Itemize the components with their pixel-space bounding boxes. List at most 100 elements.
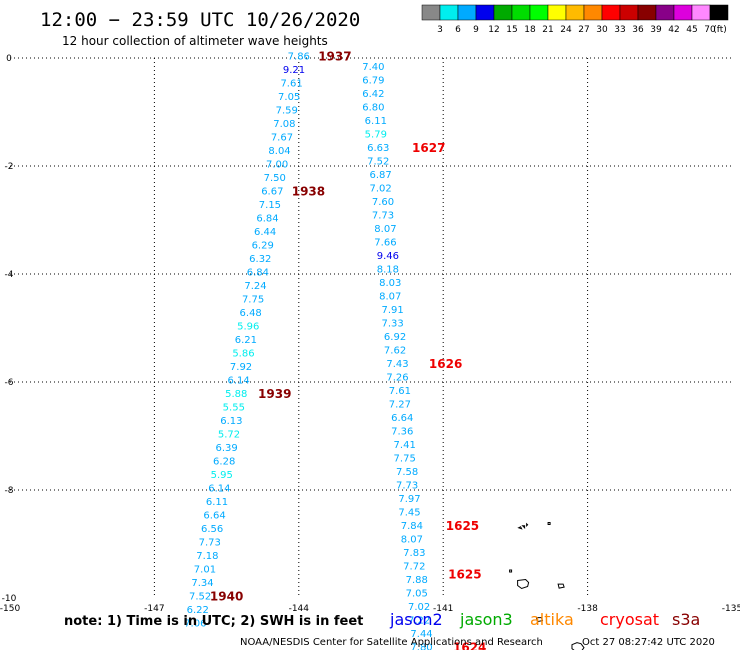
wave-height-label: 6.48: [240, 308, 262, 319]
wave-height-label: 8.18: [377, 265, 399, 276]
wave-height-label: 7.45: [398, 508, 420, 519]
wave-height-label: 7.24: [244, 281, 266, 292]
wave-height-label: 7.33: [382, 319, 404, 330]
y-tick-label: -2: [5, 162, 14, 172]
pass-time-label: 1625: [446, 519, 479, 533]
wave-height-label: 5.96: [237, 321, 259, 332]
altimeter-tracks: 7.86 9.21 7.61 7.05 7.59 7.08 7.67 8.04 7.00 7.50…: [184, 49, 486, 650]
x-tick-label: -150: [0, 604, 20, 614]
wave-height-label: 8.07: [379, 292, 401, 303]
wave-height-label: 7.66: [374, 238, 396, 249]
wave-height-label: 6.64: [391, 413, 413, 424]
wave-height-label: 6.22: [187, 605, 209, 616]
colorbar-swatch: [655, 4, 675, 21]
wave-height-label: 7.73: [199, 537, 221, 548]
wave-height-label: 7.75: [242, 294, 264, 305]
wave-height-label: 5.88: [225, 389, 247, 400]
wave-height-label: 7.61: [389, 386, 411, 397]
wave-height-label: 7.41: [394, 440, 416, 451]
y-tick-label: -4: [5, 270, 14, 280]
wave-height-label: 5.79: [365, 130, 387, 141]
y-tick-label: -8: [5, 486, 14, 496]
satellite-jason2: jason2: [389, 610, 443, 629]
wave-height-label: 7.18: [196, 551, 218, 562]
colorbar-swatch: [493, 4, 513, 21]
graticule-grid: [10, 57, 732, 598]
wave-height-label: 8.04: [268, 146, 290, 157]
wave-height-label: 7.05: [406, 589, 428, 600]
wave-height-label: 5.95: [211, 470, 233, 481]
satellite-cryosat: cryosat: [600, 610, 659, 629]
wave-height-label: 6.84: [256, 213, 278, 224]
wave-height-label: 6.67: [261, 186, 283, 197]
footer-note: note: 1) Time is in UTC; 2) SWH is in fe…: [64, 614, 363, 629]
wave-height-label: 7.06: [184, 618, 206, 629]
pass-time-label: 1940: [210, 589, 243, 603]
wave-height-label: 7.83: [403, 548, 425, 559]
satellite-legend: jason2 jason3 altika cryosat s3a: [389, 610, 700, 629]
x-tick-label: -144: [289, 604, 310, 614]
map-title: 12:00 − 23:59 UTC 10/26/2020: [40, 9, 360, 31]
wave-height-label: 7.72: [403, 562, 425, 573]
y-tick-label: -10: [2, 594, 17, 604]
wave-height-label: 7.60: [372, 197, 394, 208]
island-outline: [517, 578, 530, 590]
colorbar-label: 33: [614, 25, 625, 35]
colorbar-label: 70: [704, 25, 716, 35]
pass-time-label: 1625: [448, 568, 481, 582]
colorbar-label: 21: [542, 25, 553, 35]
altimeter-track-2: 7.40 6.79 6.42 6.80 6.11 5.79 6.63 7.52 6.87 7.02…: [362, 62, 486, 650]
wave-height-colorbar: 3 6 9 12 15 18 21 24 27 30 33 36 39 42 45 70(ft): [421, 4, 729, 35]
wave-height-label: 7.26: [386, 373, 408, 384]
wave-height-label: 6.64: [203, 510, 225, 521]
colorbar-swatch: [673, 4, 693, 21]
colorbar-swatch: [547, 4, 567, 21]
wave-height-label: 7.36: [391, 427, 413, 438]
wave-height-label: 5.72: [218, 429, 240, 440]
y-tick-label: 0: [6, 54, 12, 64]
satellite-jason3: jason3: [459, 610, 513, 629]
wave-height-label: 7.91: [382, 305, 404, 316]
island-outline: [509, 569, 513, 573]
altimeter-track-1: 7.86 9.21 7.61 7.05 7.59 7.08 7.67 8.04 7.00 7.50…: [184, 49, 351, 629]
x-tick-label: -141: [433, 604, 453, 614]
wave-height-label: 7.43: [386, 359, 408, 370]
wave-height-label: 7.05: [278, 92, 300, 103]
colorbar-label: 45: [686, 25, 697, 35]
wave-height-label: 7.44: [410, 629, 432, 640]
colorbar-unit: (ft): [713, 25, 727, 35]
island-outlines: [509, 521, 585, 650]
wave-height-label: 5.86: [232, 348, 254, 359]
wave-height-label: 7.92: [230, 362, 252, 373]
wave-height-label: 7.67: [271, 132, 293, 143]
wave-height-label: 7.08: [273, 119, 295, 130]
satellite-altika: altika: [530, 610, 574, 629]
wave-height-label: 6.28: [213, 456, 235, 467]
colorbar-label: 6: [455, 25, 461, 35]
colorbar-label: 9: [473, 25, 479, 35]
wave-height-label: 7.62: [384, 346, 406, 357]
wave-height-label: 7.80: [410, 643, 432, 650]
wave-height-label: 6.14: [208, 483, 230, 494]
colorbar-swatch: [457, 4, 477, 21]
pass-time-label: 1624: [453, 641, 486, 650]
wave-height-label: 7.97: [398, 494, 420, 505]
colorbar-swatch: [529, 4, 549, 21]
wave-height-label: 7.59: [276, 105, 298, 116]
wave-height-label: 9.21: [283, 65, 305, 76]
satellite-s3a: s3a: [672, 610, 700, 629]
pass-time-label: 1937: [318, 49, 351, 63]
colorbar-label: 15: [506, 25, 517, 35]
wave-height-label: 6.11: [365, 116, 387, 127]
colorbar-label: 39: [650, 25, 662, 35]
wave-height-label: 9.46: [377, 251, 399, 262]
wave-height-label: 6.32: [249, 254, 271, 265]
wave-height-label: 7.61: [280, 78, 302, 89]
pass-time-label: 1939: [258, 387, 291, 401]
map-subtitle: 12 hour collection of altimeter wave hei…: [62, 34, 328, 48]
x-tick-label: -138: [577, 604, 598, 614]
island-outline: [547, 521, 551, 525]
wave-height-label: 7.50: [264, 173, 286, 184]
wave-height-label: 5.55: [223, 402, 245, 413]
